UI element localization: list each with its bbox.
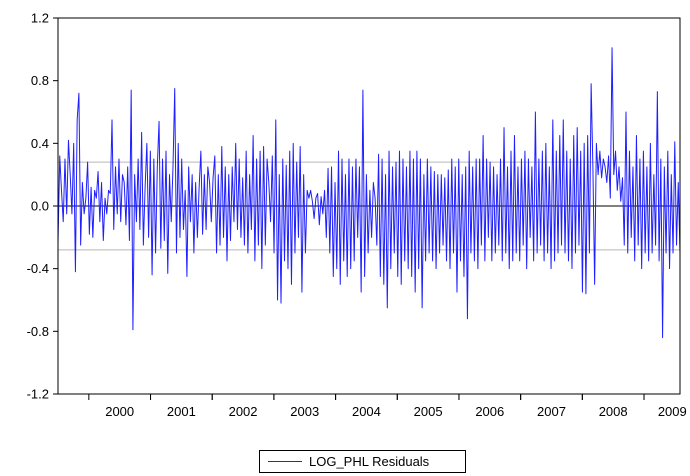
x-tick-label: 2008: [599, 404, 628, 419]
y-tick-label: 0.0: [31, 199, 49, 214]
legend-box: [259, 450, 466, 473]
x-tick-label: 2003: [290, 404, 319, 419]
y-tick-label: -0.4: [27, 261, 49, 276]
y-tick-label: 0.8: [31, 73, 49, 88]
y-tick-label: -1.2: [27, 387, 49, 402]
legend-label: LOG_PHL Residuals: [309, 454, 430, 469]
x-axis: 2000 2001 2002 2003 2004 2005 2006 2007 2008 2009: [88, 394, 687, 419]
x-tick-label: 2004: [352, 404, 381, 419]
x-tick-label: 2005: [414, 404, 443, 419]
x-tick-label: 2000: [105, 404, 134, 419]
x-tick-label: 2009: [658, 404, 687, 419]
y-axis: 1.2 0.8 0.4 0.0 -0.4 -0.8 -1.2: [27, 11, 58, 402]
y-tick-label: -0.8: [27, 324, 49, 339]
y-tick-label: 0.4: [31, 136, 49, 151]
x-tick-label: 2007: [537, 404, 566, 419]
x-tick-label: 2002: [229, 404, 258, 419]
legend: LOG_PHL Residuals: [259, 450, 466, 473]
x-tick-label: 2001: [167, 404, 196, 419]
y-tick-label: 1.2: [31, 11, 49, 26]
x-tick-label: 2006: [475, 404, 504, 419]
series-line-log-phl-residuals: [57, 47, 681, 339]
